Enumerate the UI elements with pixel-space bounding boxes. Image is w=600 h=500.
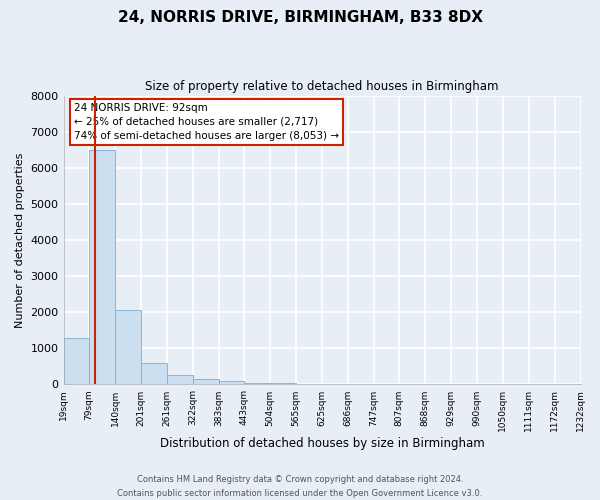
Bar	[64, 338, 89, 384]
X-axis label: Distribution of detached houses by size in Birmingham: Distribution of detached houses by size …	[160, 437, 484, 450]
Y-axis label: Number of detached properties: Number of detached properties	[15, 152, 25, 328]
Bar	[167, 374, 193, 384]
Bar	[218, 381, 244, 384]
Bar	[244, 382, 270, 384]
Bar	[115, 310, 141, 384]
Text: 24 NORRIS DRIVE: 92sqm
← 25% of detached houses are smaller (2,717)
74% of semi-: 24 NORRIS DRIVE: 92sqm ← 25% of detached…	[74, 103, 339, 141]
Text: Contains HM Land Registry data © Crown copyright and database right 2024.
Contai: Contains HM Land Registry data © Crown c…	[118, 476, 482, 498]
Bar	[89, 150, 115, 384]
Title: Size of property relative to detached houses in Birmingham: Size of property relative to detached ho…	[145, 80, 499, 93]
Bar	[193, 379, 218, 384]
Bar	[270, 382, 296, 384]
Bar	[141, 363, 167, 384]
Text: 24, NORRIS DRIVE, BIRMINGHAM, B33 8DX: 24, NORRIS DRIVE, BIRMINGHAM, B33 8DX	[118, 10, 482, 25]
